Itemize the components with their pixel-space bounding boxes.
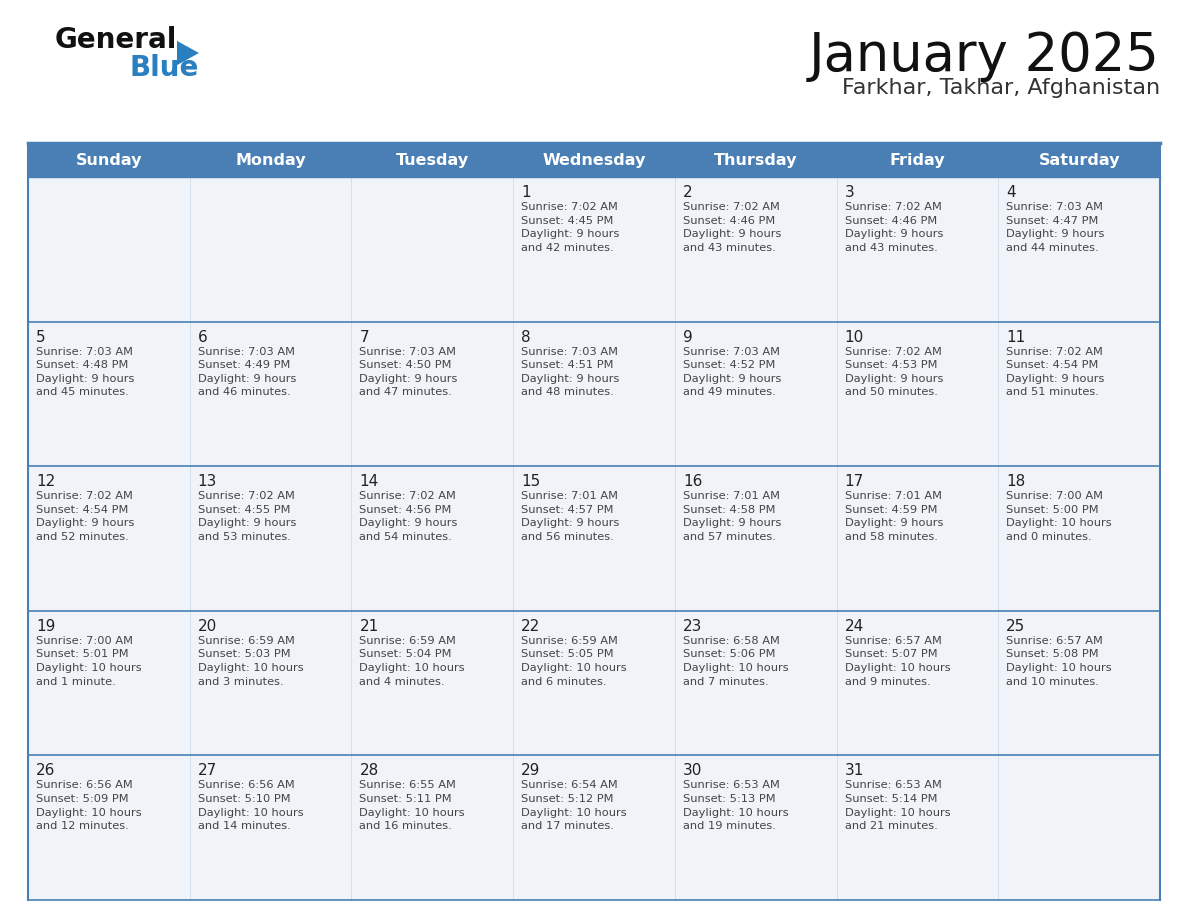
Text: 7: 7 <box>360 330 369 344</box>
Bar <box>29 321 1159 466</box>
Text: 19: 19 <box>36 619 56 633</box>
Bar <box>29 177 1159 321</box>
Text: 27: 27 <box>197 764 217 778</box>
Text: 4: 4 <box>1006 185 1016 200</box>
Text: January 2025: January 2025 <box>809 30 1159 82</box>
Text: Sunrise: 7:03 AM
Sunset: 4:52 PM
Daylight: 9 hours
and 49 minutes.: Sunrise: 7:03 AM Sunset: 4:52 PM Dayligh… <box>683 347 782 397</box>
Text: 31: 31 <box>845 764 864 778</box>
Text: Sunrise: 7:02 AM
Sunset: 4:54 PM
Daylight: 9 hours
and 51 minutes.: Sunrise: 7:02 AM Sunset: 4:54 PM Dayligh… <box>1006 347 1105 397</box>
Text: 17: 17 <box>845 475 864 489</box>
Text: Sunrise: 7:02 AM
Sunset: 4:54 PM
Daylight: 9 hours
and 52 minutes.: Sunrise: 7:02 AM Sunset: 4:54 PM Dayligh… <box>36 491 134 542</box>
Text: 3: 3 <box>845 185 854 200</box>
Text: Sunrise: 6:53 AM
Sunset: 5:13 PM
Daylight: 10 hours
and 19 minutes.: Sunrise: 6:53 AM Sunset: 5:13 PM Dayligh… <box>683 780 789 831</box>
Text: 30: 30 <box>683 764 702 778</box>
Text: Tuesday: Tuesday <box>396 152 469 167</box>
Text: Sunrise: 7:03 AM
Sunset: 4:49 PM
Daylight: 9 hours
and 46 minutes.: Sunrise: 7:03 AM Sunset: 4:49 PM Dayligh… <box>197 347 296 397</box>
Text: 28: 28 <box>360 764 379 778</box>
Text: Sunrise: 7:02 AM
Sunset: 4:56 PM
Daylight: 9 hours
and 54 minutes.: Sunrise: 7:02 AM Sunset: 4:56 PM Dayligh… <box>360 491 457 542</box>
Text: 16: 16 <box>683 475 702 489</box>
Text: 12: 12 <box>36 475 56 489</box>
Text: 11: 11 <box>1006 330 1025 344</box>
Text: Sunrise: 6:56 AM
Sunset: 5:10 PM
Daylight: 10 hours
and 14 minutes.: Sunrise: 6:56 AM Sunset: 5:10 PM Dayligh… <box>197 780 303 831</box>
Text: 8: 8 <box>522 330 531 344</box>
Text: Sunrise: 7:03 AM
Sunset: 4:51 PM
Daylight: 9 hours
and 48 minutes.: Sunrise: 7:03 AM Sunset: 4:51 PM Dayligh… <box>522 347 619 397</box>
Text: Sunrise: 7:02 AM
Sunset: 4:53 PM
Daylight: 9 hours
and 50 minutes.: Sunrise: 7:02 AM Sunset: 4:53 PM Dayligh… <box>845 347 943 397</box>
Text: Sunrise: 7:00 AM
Sunset: 5:01 PM
Daylight: 10 hours
and 1 minute.: Sunrise: 7:00 AM Sunset: 5:01 PM Dayligh… <box>36 636 141 687</box>
Text: Sunrise: 6:55 AM
Sunset: 5:11 PM
Daylight: 10 hours
and 16 minutes.: Sunrise: 6:55 AM Sunset: 5:11 PM Dayligh… <box>360 780 465 831</box>
Text: Thursday: Thursday <box>714 152 797 167</box>
Text: 13: 13 <box>197 475 217 489</box>
Text: 10: 10 <box>845 330 864 344</box>
Text: Sunrise: 6:59 AM
Sunset: 5:03 PM
Daylight: 10 hours
and 3 minutes.: Sunrise: 6:59 AM Sunset: 5:03 PM Dayligh… <box>197 636 303 687</box>
Text: 26: 26 <box>36 764 56 778</box>
Text: Sunrise: 6:59 AM
Sunset: 5:05 PM
Daylight: 10 hours
and 6 minutes.: Sunrise: 6:59 AM Sunset: 5:05 PM Dayligh… <box>522 636 627 687</box>
Text: Sunrise: 7:02 AM
Sunset: 4:46 PM
Daylight: 9 hours
and 43 minutes.: Sunrise: 7:02 AM Sunset: 4:46 PM Dayligh… <box>683 202 782 252</box>
Text: Sunrise: 6:57 AM
Sunset: 5:08 PM
Daylight: 10 hours
and 10 minutes.: Sunrise: 6:57 AM Sunset: 5:08 PM Dayligh… <box>1006 636 1112 687</box>
Text: Sunrise: 7:01 AM
Sunset: 4:58 PM
Daylight: 9 hours
and 57 minutes.: Sunrise: 7:01 AM Sunset: 4:58 PM Dayligh… <box>683 491 782 542</box>
Text: 14: 14 <box>360 475 379 489</box>
Text: 21: 21 <box>360 619 379 633</box>
Text: Sunrise: 7:03 AM
Sunset: 4:50 PM
Daylight: 9 hours
and 47 minutes.: Sunrise: 7:03 AM Sunset: 4:50 PM Dayligh… <box>360 347 457 397</box>
Text: Saturday: Saturday <box>1038 152 1120 167</box>
Text: 1: 1 <box>522 185 531 200</box>
Text: Sunrise: 6:57 AM
Sunset: 5:07 PM
Daylight: 10 hours
and 9 minutes.: Sunrise: 6:57 AM Sunset: 5:07 PM Dayligh… <box>845 636 950 687</box>
Text: 5: 5 <box>36 330 45 344</box>
Text: Blue: Blue <box>129 54 200 82</box>
Text: Sunrise: 6:59 AM
Sunset: 5:04 PM
Daylight: 10 hours
and 4 minutes.: Sunrise: 6:59 AM Sunset: 5:04 PM Dayligh… <box>360 636 465 687</box>
Text: Wednesday: Wednesday <box>542 152 646 167</box>
Text: Sunrise: 7:01 AM
Sunset: 4:59 PM
Daylight: 9 hours
and 58 minutes.: Sunrise: 7:01 AM Sunset: 4:59 PM Dayligh… <box>845 491 943 542</box>
Text: Sunrise: 6:58 AM
Sunset: 5:06 PM
Daylight: 10 hours
and 7 minutes.: Sunrise: 6:58 AM Sunset: 5:06 PM Dayligh… <box>683 636 789 687</box>
Text: Sunrise: 7:03 AM
Sunset: 4:48 PM
Daylight: 9 hours
and 45 minutes.: Sunrise: 7:03 AM Sunset: 4:48 PM Dayligh… <box>36 347 134 397</box>
Text: Sunrise: 7:02 AM
Sunset: 4:55 PM
Daylight: 9 hours
and 53 minutes.: Sunrise: 7:02 AM Sunset: 4:55 PM Dayligh… <box>197 491 296 542</box>
Text: Sunrise: 7:02 AM
Sunset: 4:45 PM
Daylight: 9 hours
and 42 minutes.: Sunrise: 7:02 AM Sunset: 4:45 PM Dayligh… <box>522 202 619 252</box>
Text: 20: 20 <box>197 619 217 633</box>
Text: 18: 18 <box>1006 475 1025 489</box>
Text: Farkhar, Takhar, Afghanistan: Farkhar, Takhar, Afghanistan <box>842 78 1159 98</box>
Text: Sunrise: 7:00 AM
Sunset: 5:00 PM
Daylight: 10 hours
and 0 minutes.: Sunrise: 7:00 AM Sunset: 5:00 PM Dayligh… <box>1006 491 1112 542</box>
Text: 6: 6 <box>197 330 208 344</box>
Text: 25: 25 <box>1006 619 1025 633</box>
Bar <box>29 610 1159 756</box>
Text: 29: 29 <box>522 764 541 778</box>
Text: Sunrise: 7:03 AM
Sunset: 4:47 PM
Daylight: 9 hours
and 44 minutes.: Sunrise: 7:03 AM Sunset: 4:47 PM Dayligh… <box>1006 202 1105 252</box>
Text: 9: 9 <box>683 330 693 344</box>
Text: 24: 24 <box>845 619 864 633</box>
Text: General: General <box>55 26 177 54</box>
Text: Sunrise: 6:54 AM
Sunset: 5:12 PM
Daylight: 10 hours
and 17 minutes.: Sunrise: 6:54 AM Sunset: 5:12 PM Dayligh… <box>522 780 627 831</box>
Text: Sunrise: 6:53 AM
Sunset: 5:14 PM
Daylight: 10 hours
and 21 minutes.: Sunrise: 6:53 AM Sunset: 5:14 PM Dayligh… <box>845 780 950 831</box>
Bar <box>29 466 1159 610</box>
Bar <box>29 756 1159 900</box>
Bar <box>29 143 1159 177</box>
Text: Monday: Monday <box>235 152 305 167</box>
Text: Sunrise: 7:02 AM
Sunset: 4:46 PM
Daylight: 9 hours
and 43 minutes.: Sunrise: 7:02 AM Sunset: 4:46 PM Dayligh… <box>845 202 943 252</box>
Text: Sunday: Sunday <box>76 152 143 167</box>
Text: 2: 2 <box>683 185 693 200</box>
Text: 22: 22 <box>522 619 541 633</box>
Text: Friday: Friday <box>890 152 946 167</box>
Text: 23: 23 <box>683 619 702 633</box>
Text: 15: 15 <box>522 475 541 489</box>
Polygon shape <box>177 41 200 65</box>
Text: Sunrise: 6:56 AM
Sunset: 5:09 PM
Daylight: 10 hours
and 12 minutes.: Sunrise: 6:56 AM Sunset: 5:09 PM Dayligh… <box>36 780 141 831</box>
Text: Sunrise: 7:01 AM
Sunset: 4:57 PM
Daylight: 9 hours
and 56 minutes.: Sunrise: 7:01 AM Sunset: 4:57 PM Dayligh… <box>522 491 619 542</box>
